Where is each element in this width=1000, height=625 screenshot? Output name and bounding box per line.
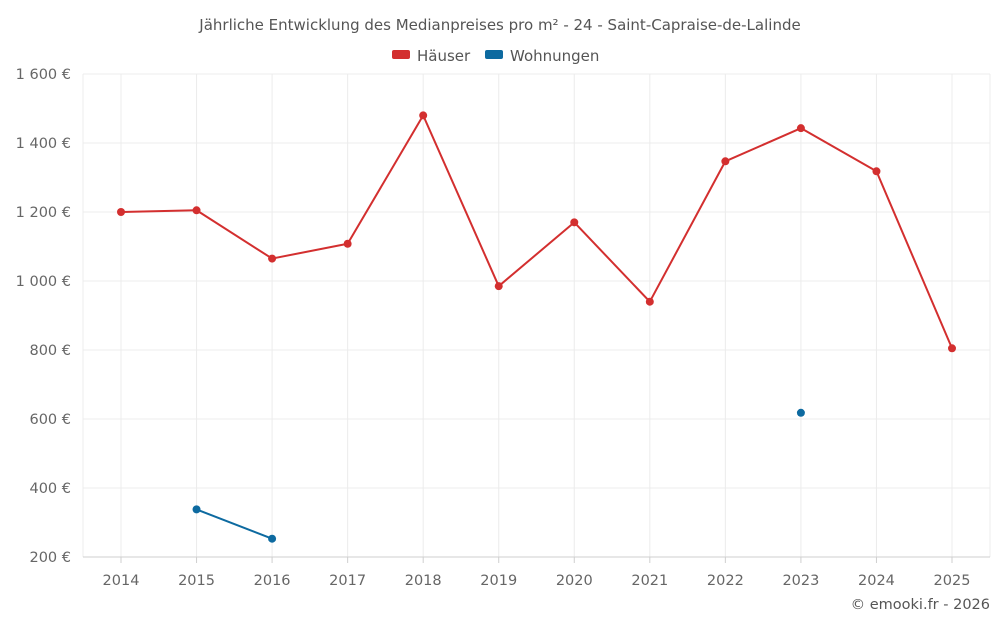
y-tick-label: 1 000 € — [16, 274, 71, 290]
data-point-wohnungen-2015[interactable] — [192, 505, 201, 514]
x-axis-tick-labels: 2014 2015 2016 2017 2018 2019 2020 2021 2022 2023… — [103, 557, 971, 589]
data-point-haeuser-2016[interactable] — [268, 254, 277, 263]
legend-item-wohnungen[interactable]: Wohnungen — [485, 47, 599, 65]
y-axis-tick-labels: 200 € 400 € 600 € 800 € 1 000 € 1 200 € 1 400 … — [16, 67, 71, 566]
x-tick-label: 2015 — [178, 573, 215, 589]
y-tick-label: 1 600 € — [16, 67, 71, 83]
data-point-wohnungen-2023[interactable] — [796, 408, 805, 417]
legend: Häuser Wohnungen — [392, 47, 599, 65]
x-tick-label: 2022 — [707, 573, 744, 589]
y-tick-label: 400 € — [29, 481, 71, 497]
chart-title: Jährliche Entwicklung des Medianpreises … — [198, 16, 800, 34]
legend-swatch-wohnungen — [485, 50, 503, 59]
data-point-haeuser-2021[interactable] — [645, 297, 654, 306]
series-line-wohnungen — [196, 508, 273, 540]
data-point-haeuser-2014[interactable] — [117, 208, 125, 216]
x-tick-label: 2014 — [103, 573, 140, 589]
data-point-haeuser-2018[interactable] — [419, 111, 428, 120]
data-point-haeuser-2017[interactable] — [343, 239, 352, 248]
x-tick-label: 2016 — [254, 573, 291, 589]
series-wohnungen — [192, 408, 805, 543]
data-point-haeuser-2019[interactable] — [494, 282, 503, 291]
series-line-haeuser — [120, 114, 953, 349]
series-haeuser — [117, 111, 956, 353]
x-tick-label: 2025 — [934, 573, 971, 589]
data-point-wohnungen-2016[interactable] — [268, 534, 277, 543]
series-layer — [117, 111, 956, 543]
y-tick-label: 1 400 € — [16, 136, 71, 152]
legend-label-haeuser: Häuser — [417, 47, 471, 65]
credit-text: © emooki.fr - 2026 — [851, 597, 990, 613]
horizontal-gridlines — [83, 73, 990, 489]
legend-swatch-haeuser — [392, 50, 410, 59]
y-tick-label: 600 € — [29, 412, 71, 428]
data-point-haeuser-2022[interactable] — [721, 157, 730, 166]
x-tick-label: 2019 — [480, 573, 517, 589]
data-point-haeuser-2023[interactable] — [796, 124, 805, 133]
x-tick-label: 2024 — [858, 573, 895, 589]
x-tick-label: 2020 — [556, 573, 593, 589]
data-point-haeuser-2024[interactable] — [872, 167, 881, 176]
data-point-haeuser-2015[interactable] — [192, 206, 201, 215]
y-tick-label: 200 € — [29, 550, 71, 566]
y-tick-label: 800 € — [29, 343, 71, 359]
legend-label-wohnungen: Wohnungen — [510, 47, 599, 65]
x-tick-label: 2023 — [782, 573, 819, 589]
x-tick-label: 2021 — [631, 573, 668, 589]
vertical-gridlines — [82, 74, 991, 557]
legend-item-haeuser[interactable]: Häuser — [392, 47, 471, 65]
y-tick-label: 1 200 € — [16, 205, 71, 221]
data-point-haeuser-2025[interactable] — [948, 344, 956, 353]
x-tick-label: 2017 — [329, 573, 366, 589]
data-point-haeuser-2020[interactable] — [570, 218, 579, 227]
x-tick-label: 2018 — [405, 573, 442, 589]
